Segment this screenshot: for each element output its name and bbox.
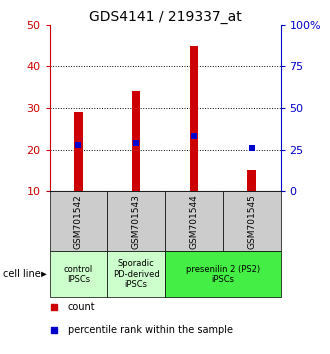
Bar: [189, 46, 198, 191]
Text: presenilin 2 (PS2)
iPSCs: presenilin 2 (PS2) iPSCs: [186, 265, 260, 284]
Text: control
IPSCs: control IPSCs: [64, 265, 93, 284]
Bar: [107, 191, 165, 251]
Text: cell line: cell line: [3, 269, 41, 279]
Text: GSM701544: GSM701544: [189, 194, 198, 249]
Bar: [132, 91, 141, 191]
Bar: [50, 251, 107, 297]
Bar: [165, 191, 223, 251]
Text: Sporadic
PD-derived
iPSCs: Sporadic PD-derived iPSCs: [113, 259, 159, 289]
Bar: [107, 251, 165, 297]
Point: [133, 140, 139, 146]
Text: GSM701543: GSM701543: [132, 194, 141, 249]
Text: GSM701542: GSM701542: [74, 194, 83, 249]
Bar: [223, 191, 280, 251]
Title: GDS4141 / 219337_at: GDS4141 / 219337_at: [89, 10, 241, 24]
Text: count: count: [68, 302, 96, 313]
Bar: [74, 112, 83, 191]
Point: [249, 145, 254, 151]
Bar: [247, 170, 256, 191]
Text: percentile rank within the sample: percentile rank within the sample: [68, 325, 233, 336]
Bar: [50, 191, 107, 251]
Text: GSM701545: GSM701545: [247, 194, 256, 249]
Bar: [165, 251, 280, 297]
Point: [76, 142, 81, 147]
Point: [191, 133, 197, 139]
